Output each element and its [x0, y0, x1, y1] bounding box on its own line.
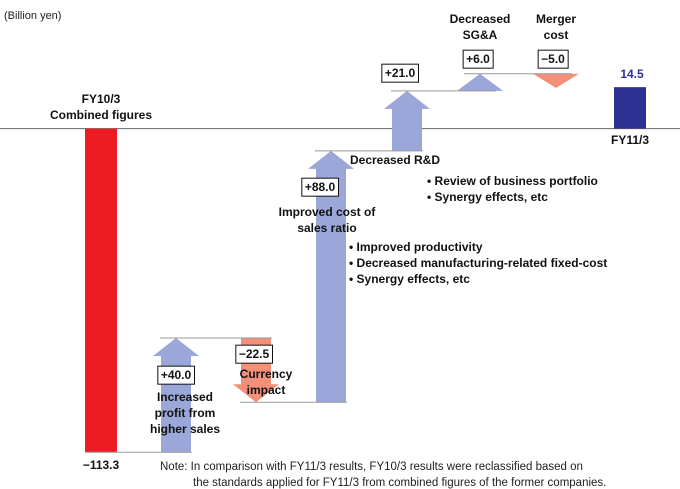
category-label: Improved cost of sales ratio [278, 205, 376, 235]
value-box [301, 177, 340, 197]
value-box [235, 344, 274, 364]
value-box [157, 365, 196, 385]
note: the standards applied for FY11/3 from co… [193, 477, 607, 489]
unit-label: (Billion yen) [4, 10, 62, 22]
value-box [537, 49, 569, 69]
value-label: +21.0 [385, 66, 416, 80]
category-label: Currency impact [239, 367, 293, 397]
value-label: +6.0 [466, 52, 490, 66]
category-label: Merger cost [535, 12, 577, 42]
category-label: Decreased SG&A [449, 12, 511, 42]
value-label: −5.0 [541, 52, 565, 66]
annotation: • Review of business portfolio • Synergy… [427, 174, 598, 204]
arrow [384, 90, 430, 151]
value-box [462, 49, 494, 69]
value-label: +40.0 [161, 368, 192, 382]
value-label: −22.5 [239, 347, 270, 361]
note: Note: In comparison with FY11/3 results,… [160, 461, 583, 473]
value-box [381, 63, 420, 83]
arrow [457, 73, 503, 91]
category-label: FY10/3 Combined figures [49, 92, 153, 122]
bar [85, 128, 117, 453]
arrow [533, 73, 579, 88]
bar [614, 87, 646, 129]
value-label: +88.0 [305, 180, 336, 194]
category-label: FY11/3 [610, 133, 650, 147]
arrow [308, 150, 354, 403]
value-label: 14.5 [620, 67, 644, 81]
category-label: Decreased R&D [349, 153, 441, 167]
category-label: Increased profit from higher sales [149, 390, 221, 436]
value-label: −113.3 [83, 458, 120, 472]
annotation: • Improved productivity • Decreased manu… [349, 240, 608, 286]
